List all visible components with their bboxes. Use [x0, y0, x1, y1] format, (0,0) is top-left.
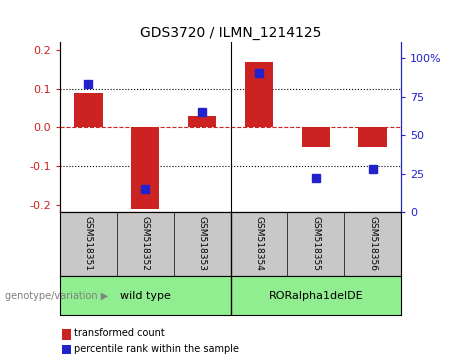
Text: percentile rank within the sample: percentile rank within the sample — [74, 344, 239, 354]
Text: wild type: wild type — [120, 291, 171, 301]
Title: GDS3720 / ILMN_1214125: GDS3720 / ILMN_1214125 — [140, 26, 321, 40]
Bar — [301, 127, 330, 147]
Bar — [60, 276, 230, 315]
Bar — [230, 276, 401, 315]
Bar — [358, 127, 387, 147]
Text: RORalpha1delDE: RORalpha1delDE — [268, 291, 363, 301]
Bar — [188, 116, 216, 127]
Bar — [74, 93, 102, 127]
Text: transformed count: transformed count — [74, 328, 165, 338]
Text: GSM518356: GSM518356 — [368, 216, 377, 270]
Text: genotype/variation ▶: genotype/variation ▶ — [5, 291, 108, 301]
Text: GSM518354: GSM518354 — [254, 216, 263, 270]
Text: GSM518351: GSM518351 — [84, 216, 93, 270]
Bar — [131, 127, 160, 209]
Text: GSM518355: GSM518355 — [311, 216, 320, 270]
Text: GSM518352: GSM518352 — [141, 216, 150, 270]
Bar — [245, 62, 273, 127]
Text: GSM518353: GSM518353 — [198, 216, 207, 270]
